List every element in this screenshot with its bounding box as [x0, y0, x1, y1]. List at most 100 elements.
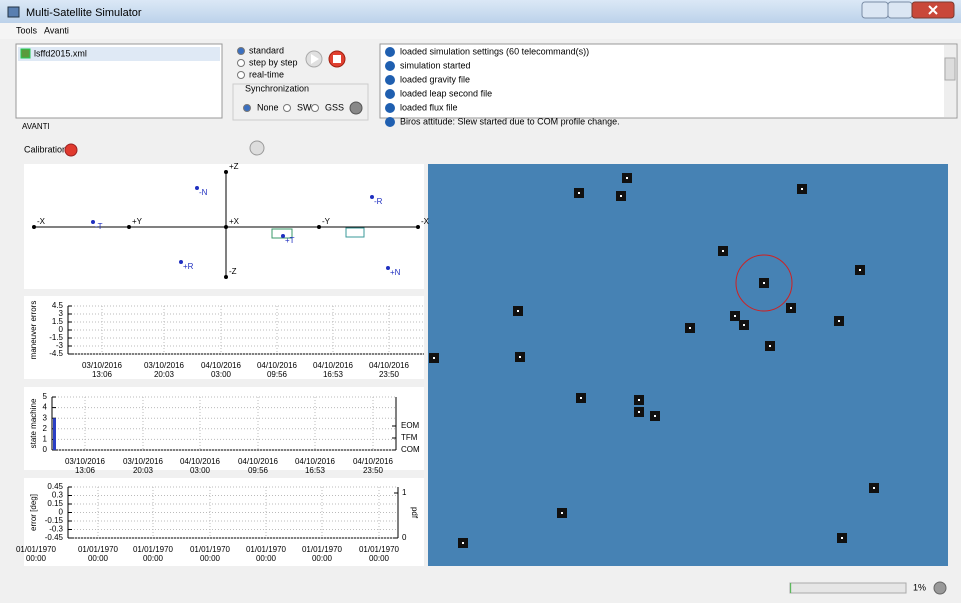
x-tick-date: 04/10/2016 — [295, 457, 336, 466]
minimize-button[interactable] — [861, 1, 889, 19]
window-title: Multi-Satellite Simulator — [26, 7, 142, 19]
y-tick-label: -3 — [56, 341, 64, 350]
axis-label: -X — [421, 217, 430, 226]
x-tick-time: 20:03 — [154, 370, 175, 379]
app-icon — [7, 6, 20, 18]
y2-axis-label: pdf — [410, 507, 419, 519]
menu-item[interactable]: Tools — [16, 25, 38, 35]
axis-dot — [32, 225, 36, 229]
y2-tick-label: EOM — [401, 421, 420, 430]
log-scrollbar[interactable] — [944, 45, 956, 117]
radio[interactable] — [243, 104, 251, 112]
axis-dot — [416, 225, 420, 229]
log-box — [379, 43, 958, 119]
sync-option[interactable]: GSS — [325, 102, 344, 112]
mode-label[interactable]: step by step — [249, 57, 298, 67]
scroll-thumb[interactable] — [944, 57, 956, 81]
mode-label[interactable]: standard — [249, 45, 284, 55]
y2-tick-label: 0 — [402, 533, 407, 542]
x-tick-time: 00:00 — [200, 554, 221, 563]
info-icon — [385, 75, 395, 85]
y-tick-label: 0 — [59, 325, 64, 334]
star-core — [620, 195, 622, 197]
radio[interactable] — [283, 104, 291, 112]
x-tick-time: 23:50 — [379, 370, 400, 379]
attitude-point — [370, 195, 374, 199]
star-core — [801, 188, 803, 190]
star-core — [433, 357, 435, 359]
sync-option[interactable]: None — [257, 102, 279, 112]
y-axis-label: error [deg] — [29, 494, 38, 531]
menu-item[interactable]: Avanti — [44, 25, 69, 35]
menu-bar — [0, 23, 961, 39]
y-tick-label: 4 — [43, 403, 48, 412]
y-tick-label: 0 — [59, 508, 64, 517]
axis-label: +Z — [229, 162, 239, 171]
star-core — [519, 356, 521, 358]
x-tick-date: 01/01/1970 — [78, 545, 119, 554]
radio[interactable] — [311, 104, 319, 112]
y2-tick-label: 1 — [402, 488, 407, 497]
log-message: loaded gravity file — [400, 74, 470, 84]
y2-tick-label: TFM — [401, 433, 418, 442]
y-tick-label: -1.5 — [49, 333, 63, 342]
point-label: -N — [199, 188, 208, 197]
x-tick-date: 01/01/1970 — [16, 545, 57, 554]
progress-label: 1% — [913, 582, 926, 592]
y-tick-label: -0.45 — [45, 533, 64, 542]
radio[interactable] — [237, 47, 245, 55]
star-core — [873, 487, 875, 489]
star-core — [517, 310, 519, 312]
x-tick-date: 01/01/1970 — [133, 545, 174, 554]
maximize-button[interactable] — [887, 1, 913, 19]
stop-icon — [333, 55, 341, 63]
y-tick-label: 1.5 — [52, 317, 64, 326]
sensor-box — [271, 228, 293, 239]
point-label: +N — [390, 268, 401, 277]
info-icon — [385, 89, 395, 99]
y-tick-label: 0.15 — [47, 499, 63, 508]
progress-fill — [790, 583, 792, 593]
log-message: loaded simulation settings (60 telecomma… — [400, 46, 589, 56]
bar — [53, 418, 56, 450]
x-tick-time: 16:53 — [323, 370, 344, 379]
x-tick-time: 13:06 — [92, 370, 113, 379]
mode-label[interactable]: real-time — [249, 69, 284, 79]
file-item-bg — [18, 47, 220, 61]
x-tick-time: 23:50 — [363, 466, 384, 475]
y-tick-label: -0.15 — [45, 516, 64, 525]
point-label: +R — [183, 262, 194, 271]
y2-tick-label: COM — [401, 445, 420, 454]
attitude-point — [179, 260, 183, 264]
x-tick-date: 01/01/1970 — [246, 545, 287, 554]
calibration-button[interactable] — [64, 143, 78, 157]
y-tick-label: 5 — [43, 392, 48, 401]
sync-option[interactable]: SW — [297, 102, 312, 112]
x-tick-time: 13:06 — [75, 466, 96, 475]
star-core — [638, 399, 640, 401]
sensor-box — [345, 227, 365, 238]
attitude-point — [91, 220, 95, 224]
x-tick-date: 03/10/2016 — [144, 361, 185, 370]
reset-button[interactable] — [249, 140, 265, 156]
file-name[interactable]: lsffd2015.xml — [34, 48, 87, 58]
x-tick-time: 16:53 — [305, 466, 326, 475]
attitude-point — [281, 234, 285, 238]
x-tick-time: 00:00 — [143, 554, 164, 563]
point-label: -R — [374, 197, 383, 206]
dynamic-layer: Tools Avanti lsffd2015.xml standard step by … — [16, 25, 926, 593]
log-message: loaded flux file — [400, 102, 458, 112]
y-tick-label: 0.3 — [52, 491, 64, 500]
radio[interactable] — [237, 59, 245, 67]
x-tick-date: 03/10/2016 — [123, 457, 164, 466]
radio[interactable] — [237, 71, 245, 79]
log-message: Biros attitude: Slew started due to COM … — [400, 116, 620, 126]
axis-dot — [224, 275, 228, 279]
star-core — [769, 345, 771, 347]
log-message: simulation started — [400, 60, 471, 70]
info-icon — [385, 117, 395, 127]
x-tick-time: 00:00 — [26, 554, 47, 563]
info-icon — [385, 103, 395, 113]
